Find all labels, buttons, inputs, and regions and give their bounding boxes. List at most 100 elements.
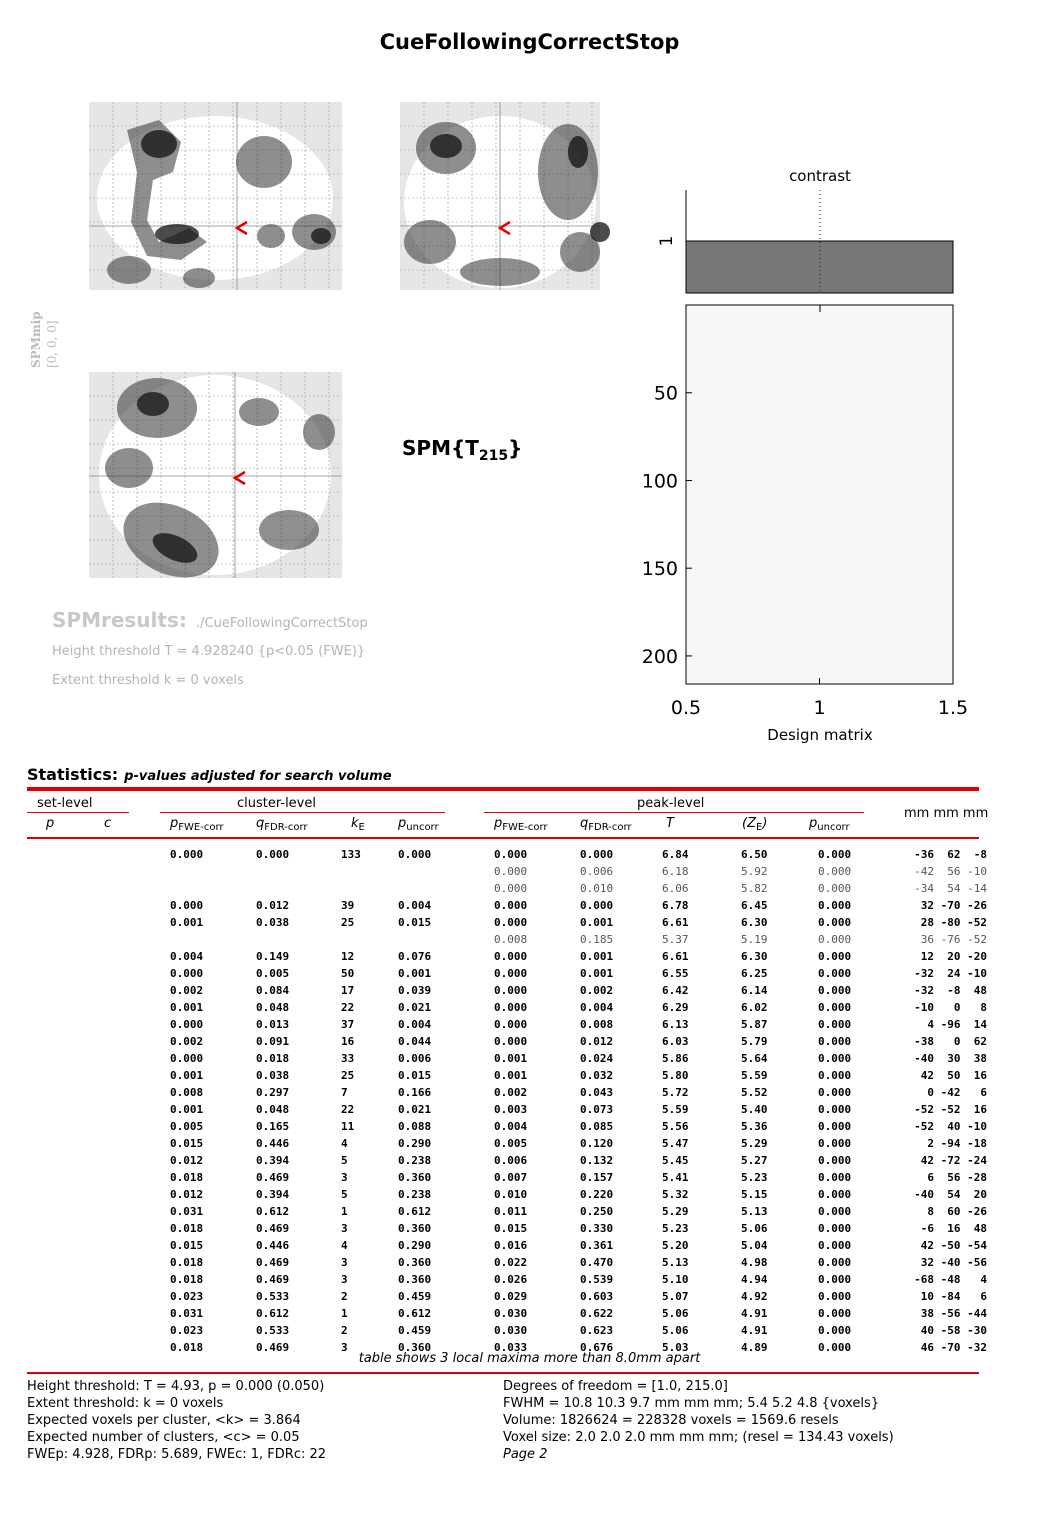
x-tick-label: 0.5: [671, 697, 701, 719]
cell-peak-qfdr: 0.073: [580, 1103, 614, 1116]
cell-peak-t: 5.07: [662, 1290, 689, 1303]
cell-cluster-pfwe: 0.000: [170, 1052, 204, 1065]
cell-peak-pfwe: 0.007: [494, 1171, 528, 1184]
cell-peak-t: 5.29: [662, 1205, 689, 1218]
header-bottom-rule: [27, 837, 979, 839]
cell-xyz: -6 16 48: [920, 1222, 987, 1235]
cell-xyz: 32 -70 -26: [920, 899, 987, 912]
cell-cluster-puncorr: 0.015: [398, 1069, 432, 1082]
table-row: 0.018 0.469 3 0.360 0.022 0.470 5.13 4.98 0.000 3…: [0, 1256, 1059, 1273]
cell-peak-t: 5.41: [662, 1171, 689, 1184]
contrast-bar: [685, 240, 954, 294]
footer-extent-threshold: Extent threshold: k = 0 voxels: [27, 1396, 224, 1411]
cell-cluster-qfdr: 0.048: [256, 1103, 290, 1116]
cell-peak-ze: 6.50: [741, 848, 768, 861]
cell-peak-qfdr: 0.001: [580, 950, 614, 963]
design-matrix-xlabel: Design matrix: [767, 726, 873, 744]
cell-peak-puncorr: 0.000: [818, 1069, 852, 1082]
cell-peak-qfdr: 0.006: [580, 865, 614, 878]
cell-cluster-ke: 2: [341, 1324, 348, 1337]
table-row: 0.000 0.006 6.18 5.92 0.000 -42 56 -10: [0, 865, 1059, 882]
cell-peak-qfdr: 0.043: [580, 1086, 614, 1099]
cell-peak-ze: 5.79: [741, 1035, 768, 1048]
cell-cluster-ke: 17: [341, 984, 355, 997]
cell-cluster-qfdr: 0.469: [256, 1171, 290, 1184]
spm-t-close: }: [508, 436, 523, 460]
cell-peak-puncorr: 0.000: [818, 1035, 852, 1048]
cell-cluster-pfwe: 0.018: [170, 1171, 204, 1184]
cell-cluster-ke: 12: [341, 950, 355, 963]
cell-cluster-qfdr: 0.048: [256, 1001, 290, 1014]
cell-peak-t: 6.61: [662, 950, 689, 963]
cell-xyz: 28 -80 -52: [920, 916, 987, 929]
cell-cluster-pfwe: 0.005: [170, 1120, 204, 1133]
cell-peak-pfwe: 0.000: [494, 967, 528, 980]
cell-peak-t: 5.23: [662, 1222, 689, 1235]
statistics-subtitle: p-values adjusted for search volume: [124, 769, 392, 784]
contrast-title: contrast: [789, 167, 851, 185]
col-set-c: c: [104, 816, 112, 831]
cell-cluster-pfwe: 0.000: [170, 848, 204, 861]
cell-peak-ze: 4.89: [741, 1341, 768, 1354]
cell-peak-ze: 4.91: [741, 1307, 768, 1320]
cell-peak-puncorr: 0.000: [818, 1154, 852, 1167]
cell-peak-qfdr: 0.361: [580, 1239, 614, 1252]
set-level-rule: [27, 812, 129, 813]
cell-cluster-pfwe: 0.018: [170, 1256, 204, 1269]
cell-peak-qfdr: 0.220: [580, 1188, 614, 1201]
cell-cluster-qfdr: 0.469: [256, 1256, 290, 1269]
y-tick-label: 100: [642, 470, 678, 492]
cell-peak-t: 5.06: [662, 1307, 689, 1320]
table-row: 0.004 0.149 12 0.076 0.000 0.001 6.61 6.30 0.000…: [0, 950, 1059, 967]
cell-peak-ze: 4.98: [741, 1256, 768, 1269]
cell-peak-puncorr: 0.000: [818, 1086, 852, 1099]
cell-cluster-ke: 3: [341, 1273, 348, 1286]
results-path: ./CueFollowingCorrectStop: [196, 616, 368, 631]
cell-peak-pfwe: 0.000: [494, 1001, 528, 1014]
footer-expected-clusters: Expected number of clusters, <c> = 0.05: [27, 1430, 300, 1445]
cell-peak-qfdr: 0.032: [580, 1069, 614, 1082]
table-row: 0.031 0.612 1 0.612 0.011 0.250 5.29 5.13 0.000 8…: [0, 1205, 1059, 1222]
col-cluster-puncorr: puncorr: [398, 816, 439, 833]
table-row: 0.023 0.533 2 0.459 0.030 0.623 5.06 4.91 0.000 4…: [0, 1324, 1059, 1341]
x-tick-label: 1.5: [938, 697, 968, 719]
spm-mip-label-text: SPMmip: [29, 311, 43, 368]
cell-cluster-pfwe: 0.001: [170, 1001, 204, 1014]
cell-peak-ze: 5.64: [741, 1052, 768, 1065]
cell-xyz: -10 0 8: [914, 1001, 987, 1014]
cell-cluster-ke: 16: [341, 1035, 355, 1048]
table-row: 0.012 0.394 5 0.238 0.010 0.220 5.32 5.15 0.000 -…: [0, 1188, 1059, 1205]
cell-peak-puncorr: 0.000: [818, 1018, 852, 1031]
table-row: 0.005 0.165 11 0.088 0.004 0.085 5.56 5.36 0.000…: [0, 1120, 1059, 1137]
cell-peak-t: 6.03: [662, 1035, 689, 1048]
table-row: 0.002 0.091 16 0.044 0.000 0.012 6.03 5.79 0.000…: [0, 1035, 1059, 1052]
cell-peak-qfdr: 0.539: [580, 1273, 614, 1286]
footer-dof: Degrees of freedom = [1.0, 215.0]: [503, 1379, 728, 1394]
mip-axial-view: [89, 372, 342, 578]
cell-xyz: -36 62 -8: [914, 848, 987, 861]
cell-peak-qfdr: 0.004: [580, 1001, 614, 1014]
cell-peak-qfdr: 0.470: [580, 1256, 614, 1269]
cell-peak-ze: 5.59: [741, 1069, 768, 1082]
statistics-heading: Statistics: p-values adjusted for search …: [27, 765, 392, 784]
cell-cluster-qfdr: 0.469: [256, 1273, 290, 1286]
cell-cluster-puncorr: 0.001: [398, 967, 432, 980]
cell-peak-ze: 5.06: [741, 1222, 768, 1235]
cell-cluster-pfwe: 0.000: [170, 899, 204, 912]
cell-peak-pfwe: 0.000: [494, 848, 528, 861]
cell-cluster-pfwe: 0.031: [170, 1307, 204, 1320]
cell-cluster-ke: 1: [341, 1307, 348, 1320]
cell-cluster-ke: 133: [341, 848, 361, 861]
cell-cluster-pfwe: 0.008: [170, 1086, 204, 1099]
cell-peak-qfdr: 0.157: [580, 1171, 614, 1184]
cell-cluster-qfdr: 0.165: [256, 1120, 290, 1133]
cell-cluster-puncorr: 0.360: [398, 1273, 432, 1286]
table-row: 0.018 0.469 3 0.360 0.026 0.539 5.10 4.94 0.000 -…: [0, 1273, 1059, 1290]
statistics-title: Statistics:: [27, 765, 119, 784]
cell-cluster-ke: 4: [341, 1137, 348, 1150]
cell-peak-t: 5.06: [662, 1324, 689, 1337]
cell-peak-qfdr: 0.008: [580, 1018, 614, 1031]
cell-cluster-ke: 1: [341, 1205, 348, 1218]
cell-cluster-qfdr: 0.533: [256, 1324, 290, 1337]
cursor-arrow-icon: [232, 470, 246, 486]
